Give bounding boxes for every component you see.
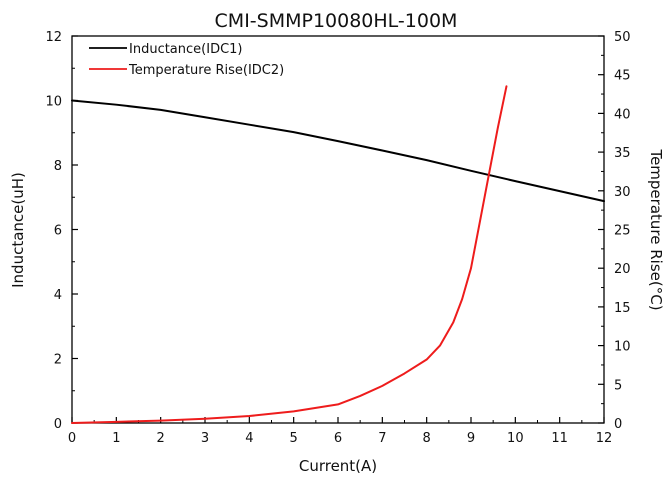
x-tick-label: 9 [467, 431, 475, 446]
y2-tick-label: 40 [614, 107, 631, 122]
y2-tick-label: 15 [614, 301, 631, 316]
y2-axis-label: Temperature Rise(°C) [647, 148, 665, 310]
x-axis: 0 1 2 3 4 5 6 7 8 9 10 11 12 [68, 417, 612, 446]
y2-tick-label: 35 [614, 146, 631, 161]
y-tick-label: 10 [45, 95, 62, 110]
y-tick-label: 0 [54, 417, 62, 432]
x-tick-label: 0 [68, 431, 76, 446]
y2-tick-label: 10 [614, 340, 631, 355]
x-tick-label: 10 [507, 431, 524, 446]
chart-title: CMI-SMMP10080HL-100M [215, 10, 458, 32]
y-axis-left: 0 2 4 6 8 10 12 [45, 30, 78, 432]
x-tick-label: 5 [290, 431, 298, 446]
y2-tick-label: 20 [614, 262, 631, 277]
plot-frame [71, 35, 605, 424]
x-axis-label: Current(A) [299, 457, 377, 475]
y-tick-label: 12 [45, 30, 62, 45]
y2-tick-label: 25 [614, 224, 631, 239]
y-axis-right: 0 5 10 15 20 25 30 35 40 45 50 [598, 30, 631, 432]
y2-tick-label: 5 [614, 378, 622, 393]
y2-tick-label: 30 [614, 185, 631, 200]
x-tick-label: 8 [423, 431, 431, 446]
x-tick-label: 1 [112, 431, 120, 446]
y-axis-label: Inductance(uH) [9, 172, 27, 288]
x-tick-label: 11 [551, 431, 568, 446]
legend-label-temperature: Temperature Rise(IDC2) [128, 63, 284, 78]
y-tick-label: 2 [54, 353, 62, 368]
series-layer [71, 85, 605, 424]
x-tick-label: 12 [596, 431, 613, 446]
y-tick-label: 8 [54, 159, 62, 174]
y-tick-label: 6 [54, 224, 62, 239]
y2-tick-label: 50 [614, 30, 631, 45]
x-tick-label: 3 [201, 431, 209, 446]
y-tick-label: 4 [54, 288, 62, 303]
x-tick-label: 4 [245, 431, 253, 446]
x-tick-label: 2 [157, 431, 165, 446]
y2-tick-label: 45 [614, 69, 631, 84]
y2-tick-label: 0 [614, 417, 622, 432]
legend-label-inductance: Inductance(IDC1) [129, 42, 243, 57]
series-line-inductance [71, 99, 605, 203]
plot-area [71, 35, 605, 424]
x-tick-label: 7 [378, 431, 386, 446]
x-tick-label: 6 [334, 431, 342, 446]
legend: Inductance(IDC1) Temperature Rise(IDC2) [89, 42, 284, 78]
series-line-temperature-rise [71, 85, 508, 424]
